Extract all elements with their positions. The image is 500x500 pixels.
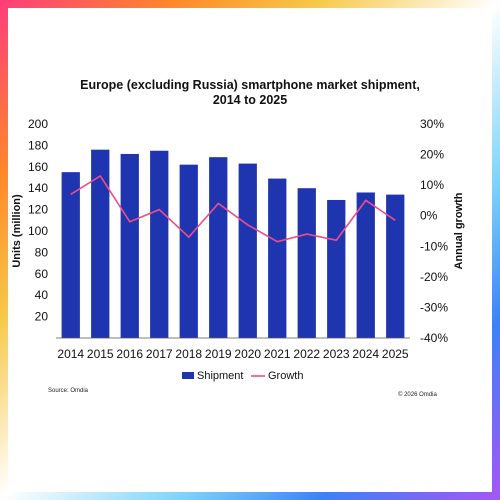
legend: Shipment Growth [182, 370, 303, 382]
x-tick-label: 2018 [175, 347, 202, 361]
x-tick-label: 2022 [293, 347, 320, 361]
y-tick-left: 200 [28, 117, 48, 131]
y-tick-right: -30% [420, 300, 448, 314]
legend-growth-label: Growth [268, 370, 303, 382]
shipment-bar-2024 [356, 192, 375, 338]
y-tick-left: 140 [28, 181, 48, 195]
shipment-bar-2017 [150, 150, 169, 338]
y-tick-right: 0% [420, 209, 438, 223]
shipment-bar-2014 [61, 172, 80, 338]
chart-title-line-2: 2014 to 2025 [212, 93, 288, 107]
x-tick-label: 2024 [352, 347, 379, 361]
y-axis-title-right: Annual growth [453, 192, 465, 269]
shipment-bar-2015 [91, 149, 110, 338]
x-tick-label: 2015 [87, 347, 114, 361]
y-tick-right: -40% [420, 331, 448, 345]
y-axis-title-left: Units (million) [11, 194, 23, 268]
shipment-bar-2020 [238, 163, 257, 338]
copyright-note: © 2026 Omdia [398, 392, 437, 398]
x-tick-label: 2014 [57, 347, 84, 361]
y-tick-right: 30% [420, 117, 444, 131]
shipment-bar-2022 [297, 188, 316, 338]
x-tick-label: 2021 [264, 347, 291, 361]
shipment-bar-2023 [327, 199, 346, 338]
growth-series-line [70, 174, 396, 243]
y-tick-left: 20 [35, 310, 49, 324]
y-tick-right: 20% [420, 148, 444, 162]
y-tick-left: 80 [35, 245, 49, 259]
chart-title-line-1: Europe (excluding Russia) smartphone mar… [80, 78, 420, 92]
y-tick-left: 40 [35, 288, 49, 302]
x-tick-label: 2017 [146, 347, 173, 361]
shipment-bar-2025 [386, 194, 405, 338]
x-tick-label: 2025 [382, 347, 409, 361]
shipment-bar-2019 [209, 157, 228, 338]
shipment-bar-2016 [120, 153, 139, 338]
shipment-bar-2018 [179, 164, 198, 338]
x-tick-label: 2019 [205, 347, 232, 361]
shipment-bar-2021 [268, 178, 287, 338]
y-tick-left: 160 [28, 160, 48, 174]
legend-shipment-swatch [182, 372, 194, 379]
chart-title: Europe (excluding Russia) smartphone mar… [20, 78, 480, 108]
y-tick-left: 180 [28, 138, 48, 152]
y-tick-left: 120 [28, 203, 48, 217]
legend-shipment-label: Shipment [197, 370, 243, 382]
y-tick-left: 60 [35, 267, 49, 281]
source-note: Source: Omdia [48, 388, 89, 394]
y-tick-left: 100 [28, 224, 48, 238]
x-tick-label: 2016 [116, 347, 143, 361]
x-tick-label: 2020 [234, 347, 261, 361]
x-tick-label: 2023 [323, 347, 350, 361]
y-tick-right: 10% [420, 178, 444, 192]
y-tick-right: -20% [420, 270, 448, 284]
y-tick-right: -10% [420, 239, 448, 253]
